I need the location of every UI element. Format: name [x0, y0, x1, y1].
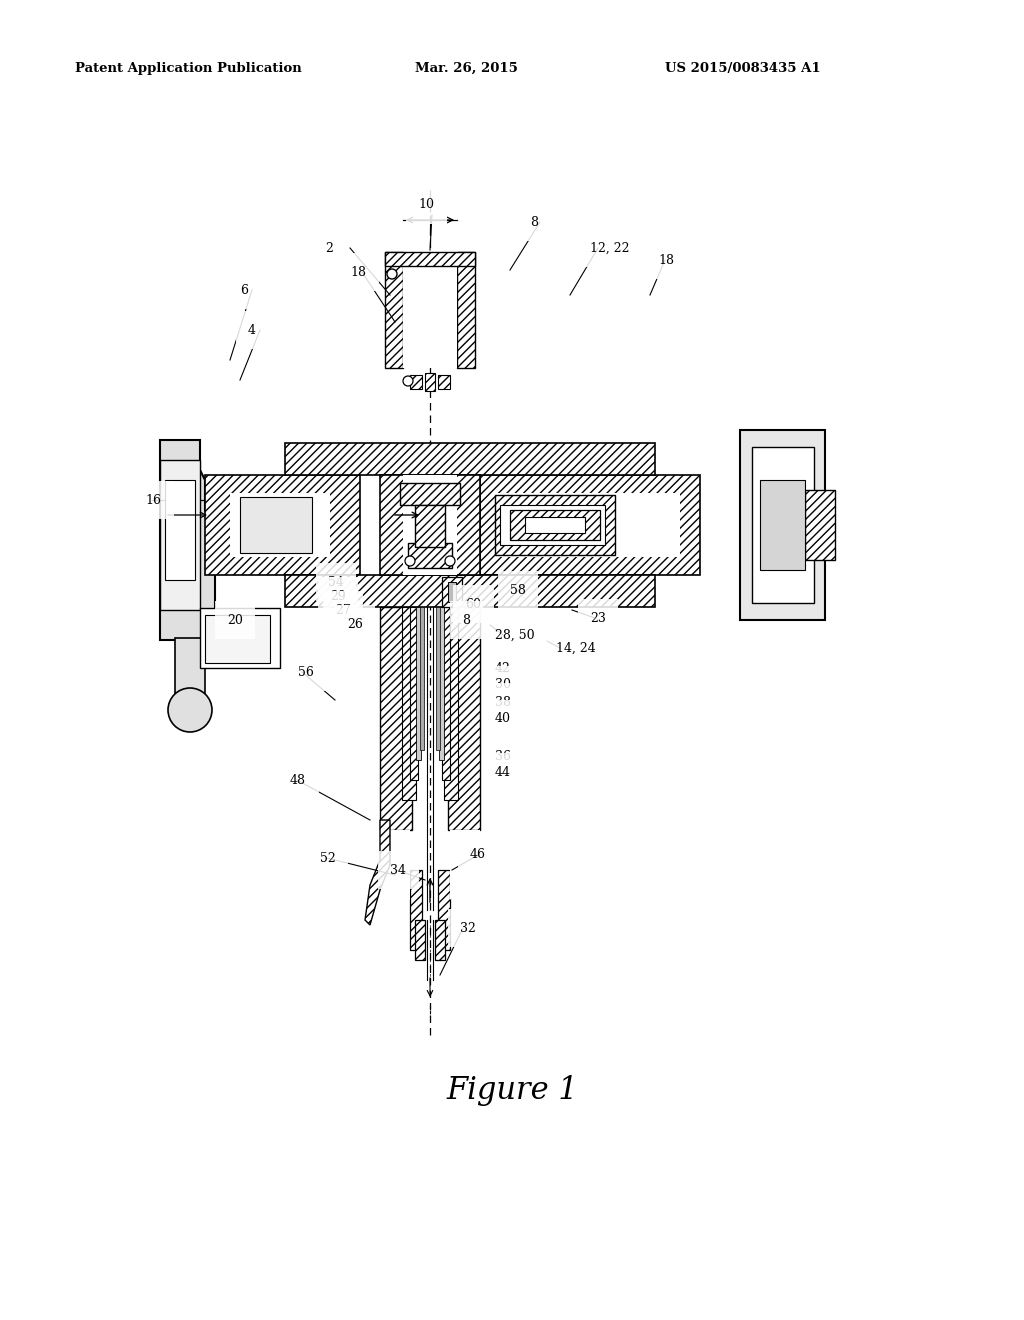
- Bar: [165, 480, 195, 579]
- Bar: [425, 374, 435, 391]
- Text: 2: 2: [325, 242, 333, 255]
- Text: 46: 46: [470, 849, 486, 862]
- Text: 30: 30: [495, 678, 511, 692]
- Text: 8: 8: [462, 614, 470, 627]
- Bar: [415, 920, 425, 960]
- Bar: [160, 459, 200, 610]
- Text: 18: 18: [658, 253, 674, 267]
- Circle shape: [406, 556, 415, 566]
- Text: 36: 36: [495, 750, 511, 763]
- Bar: [385, 252, 475, 267]
- Bar: [449, 607, 480, 830]
- Text: 26: 26: [347, 618, 362, 631]
- Text: 10: 10: [418, 198, 434, 211]
- Bar: [410, 375, 422, 389]
- Bar: [415, 506, 445, 546]
- Circle shape: [387, 269, 397, 279]
- Text: 28, 50: 28, 50: [495, 628, 535, 642]
- Bar: [525, 517, 585, 533]
- Text: 14, 24: 14, 24: [556, 642, 596, 655]
- Bar: [442, 607, 450, 780]
- Bar: [285, 576, 655, 607]
- Text: 8: 8: [530, 215, 538, 228]
- Bar: [385, 252, 403, 368]
- Bar: [457, 252, 475, 368]
- Bar: [449, 582, 456, 602]
- Text: 12, 22: 12, 22: [590, 242, 630, 255]
- Bar: [408, 543, 452, 568]
- Bar: [444, 607, 458, 800]
- Bar: [752, 447, 814, 603]
- Text: 34: 34: [390, 863, 406, 876]
- Bar: [495, 492, 680, 557]
- Bar: [480, 475, 700, 576]
- Text: 23: 23: [590, 611, 606, 624]
- Text: 60: 60: [465, 598, 481, 610]
- Text: Mar. 26, 2015: Mar. 26, 2015: [415, 62, 518, 75]
- Bar: [200, 609, 280, 668]
- Text: Patent Application Publication: Patent Application Publication: [75, 62, 302, 75]
- Bar: [240, 498, 312, 553]
- Text: 27: 27: [335, 603, 351, 616]
- Bar: [805, 490, 835, 560]
- Text: 18: 18: [350, 265, 366, 279]
- Bar: [760, 480, 805, 570]
- Bar: [403, 267, 457, 368]
- Text: 42: 42: [495, 661, 511, 675]
- Text: Figure 1: Figure 1: [446, 1074, 578, 1106]
- Bar: [500, 506, 605, 545]
- Text: US 2015/0083435 A1: US 2015/0083435 A1: [665, 62, 820, 75]
- Polygon shape: [380, 830, 410, 900]
- Text: 56: 56: [298, 665, 314, 678]
- Bar: [420, 607, 424, 750]
- Text: 6: 6: [240, 284, 248, 297]
- Bar: [205, 475, 360, 576]
- Text: 58: 58: [510, 583, 526, 597]
- Bar: [438, 375, 450, 389]
- Circle shape: [445, 556, 455, 566]
- Bar: [435, 920, 445, 960]
- Text: 54: 54: [328, 576, 344, 589]
- Bar: [402, 607, 416, 800]
- Bar: [510, 510, 600, 540]
- Bar: [380, 475, 480, 576]
- Text: 38: 38: [495, 696, 511, 709]
- Bar: [403, 475, 457, 576]
- Text: 29: 29: [330, 590, 346, 602]
- Bar: [400, 483, 460, 506]
- Circle shape: [403, 376, 413, 385]
- Bar: [230, 492, 330, 557]
- Polygon shape: [450, 830, 480, 900]
- Polygon shape: [160, 440, 215, 640]
- Bar: [410, 607, 418, 780]
- Text: 16: 16: [145, 494, 161, 507]
- Bar: [416, 607, 421, 760]
- Text: 4: 4: [248, 323, 256, 337]
- Text: 20: 20: [227, 614, 243, 627]
- Polygon shape: [365, 820, 390, 925]
- Bar: [495, 495, 615, 554]
- Bar: [205, 615, 270, 663]
- Bar: [380, 607, 412, 830]
- Circle shape: [168, 688, 212, 733]
- Bar: [285, 444, 655, 475]
- Bar: [438, 870, 450, 950]
- Text: 52: 52: [319, 851, 336, 865]
- Text: 44: 44: [495, 766, 511, 779]
- Bar: [436, 607, 440, 750]
- Text: 32: 32: [460, 921, 476, 935]
- Text: 40: 40: [495, 713, 511, 726]
- Bar: [442, 577, 462, 607]
- Bar: [175, 638, 205, 693]
- Text: 48: 48: [290, 774, 306, 787]
- Bar: [410, 870, 422, 950]
- Bar: [439, 607, 444, 760]
- Bar: [740, 430, 825, 620]
